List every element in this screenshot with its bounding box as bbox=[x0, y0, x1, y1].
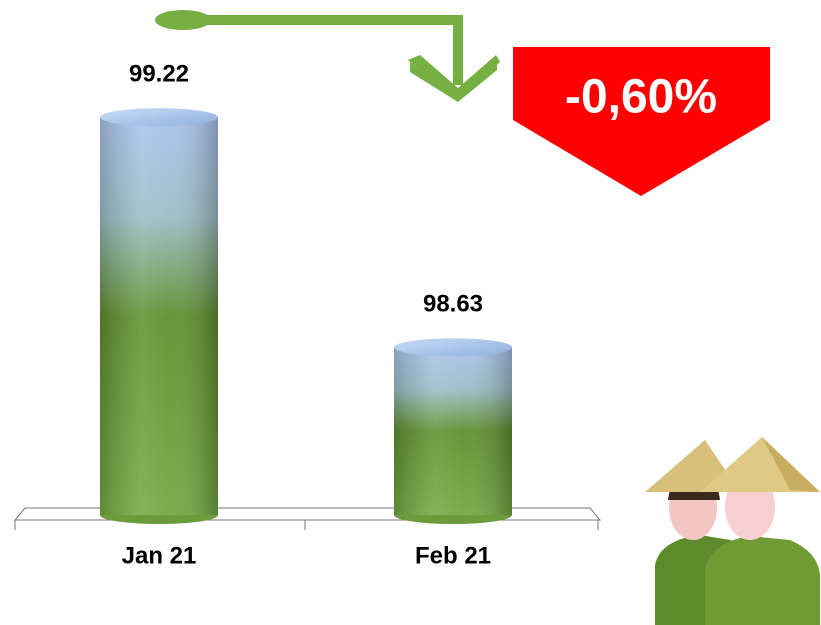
bars bbox=[100, 108, 512, 524]
bar-shade bbox=[100, 117, 218, 515]
bar-shade bbox=[394, 347, 512, 515]
x-tick-label: Jan 21 bbox=[122, 542, 197, 569]
data-label: 99.22 bbox=[129, 61, 189, 88]
data-label: 98.63 bbox=[423, 291, 483, 318]
bar-top bbox=[394, 338, 512, 357]
trend-arrow bbox=[155, 10, 500, 102]
bar-top bbox=[100, 108, 218, 127]
people-icon bbox=[645, 437, 820, 625]
x-tick-label: Feb 21 bbox=[415, 542, 491, 569]
change-arrow bbox=[513, 47, 770, 196]
change-label: -0,60% bbox=[565, 71, 717, 124]
